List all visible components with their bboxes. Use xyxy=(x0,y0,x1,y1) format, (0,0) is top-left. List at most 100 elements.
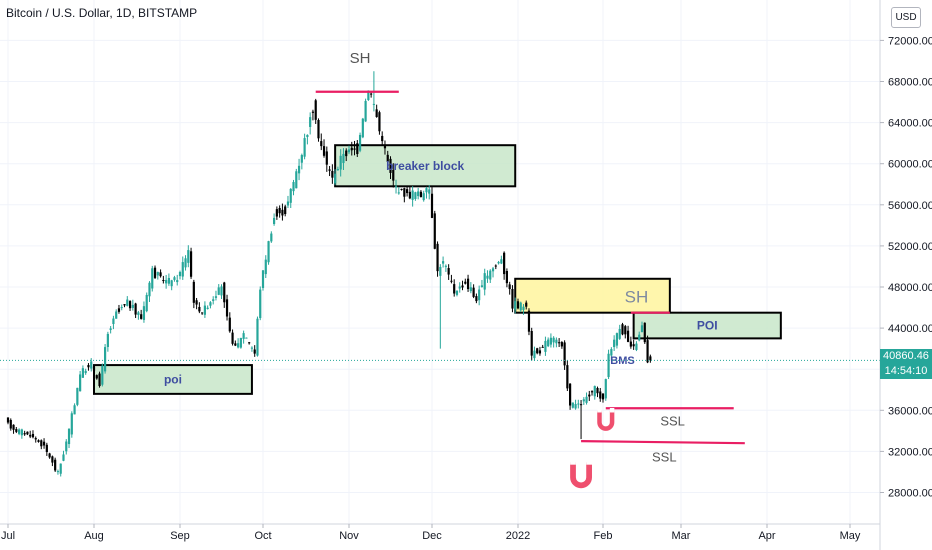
bar-countdown: 14:54:10 xyxy=(884,365,928,377)
candle-body xyxy=(640,325,644,333)
candle xyxy=(256,316,259,357)
candle-body xyxy=(165,279,168,284)
candle xyxy=(184,255,187,271)
candle-body xyxy=(322,146,326,156)
time-tick-label: Feb xyxy=(594,530,613,542)
candle-body xyxy=(103,347,107,372)
candle xyxy=(536,347,539,355)
candle xyxy=(153,265,157,279)
time-tick-label: Oct xyxy=(254,530,271,542)
candle xyxy=(453,279,456,297)
candle-body xyxy=(300,155,303,163)
candle-body xyxy=(73,405,76,415)
candle-body xyxy=(59,463,62,474)
candle-body xyxy=(275,209,278,217)
candle xyxy=(322,139,326,158)
candle-body xyxy=(259,289,262,319)
candle-body xyxy=(419,191,423,198)
candle xyxy=(383,140,387,155)
candle-body xyxy=(42,441,46,446)
candle xyxy=(250,346,254,352)
candle xyxy=(45,442,48,456)
candle xyxy=(478,285,481,306)
candle-body xyxy=(491,268,495,272)
candle xyxy=(601,393,605,403)
candle xyxy=(613,335,616,351)
candle-body xyxy=(533,350,536,359)
time-tick-label: Apr xyxy=(758,530,775,542)
candle xyxy=(79,370,82,392)
candle xyxy=(70,411,73,438)
candle xyxy=(187,245,190,268)
candle-body xyxy=(635,343,638,350)
candle-body xyxy=(289,188,292,203)
candle-body xyxy=(394,186,398,188)
candle-body xyxy=(525,302,528,307)
candle xyxy=(588,390,591,401)
candle xyxy=(577,399,580,409)
candle-body xyxy=(414,192,417,199)
candle-body xyxy=(428,189,431,194)
candles xyxy=(6,71,652,477)
candle xyxy=(433,210,436,250)
candle xyxy=(336,166,340,171)
candle-body xyxy=(381,135,384,142)
candle-body xyxy=(31,433,35,438)
price-tick-label: 36000.00 xyxy=(888,405,932,417)
candle xyxy=(206,305,209,310)
candle xyxy=(328,166,331,177)
candle-body xyxy=(549,337,553,345)
candle-body xyxy=(325,151,328,165)
candle xyxy=(353,140,356,156)
candle-body xyxy=(629,341,632,347)
candle xyxy=(621,322,624,336)
candle xyxy=(264,255,267,278)
candle-body xyxy=(519,302,522,311)
candle xyxy=(309,112,312,135)
candle-body xyxy=(541,346,544,348)
candle-body xyxy=(433,213,436,249)
candle-body xyxy=(500,259,503,264)
candle-body xyxy=(455,290,459,295)
currency-button[interactable]: USD xyxy=(891,7,921,28)
magnet-tip xyxy=(609,407,615,413)
candle xyxy=(638,331,641,342)
candle xyxy=(259,286,262,321)
price-tick-label: 44000.00 xyxy=(888,323,932,335)
candle xyxy=(582,397,585,405)
candle-body xyxy=(624,326,627,335)
candle-body xyxy=(411,190,414,200)
candle-body xyxy=(615,333,619,346)
zone-poi xyxy=(93,364,253,395)
candle xyxy=(306,134,309,145)
candle-body xyxy=(392,169,395,181)
candle-body xyxy=(120,307,123,309)
candle-body xyxy=(297,165,301,174)
price-tick-label: 64000.00 xyxy=(888,118,932,130)
zone-poi xyxy=(632,311,782,340)
candle-body xyxy=(347,149,351,153)
candle-body xyxy=(560,342,563,347)
candle xyxy=(162,275,165,284)
candle xyxy=(126,296,129,307)
candle xyxy=(239,337,242,349)
candle xyxy=(381,131,384,146)
candle-body xyxy=(228,317,231,332)
candle-body xyxy=(306,134,309,138)
magnet-icon xyxy=(570,458,592,489)
candle xyxy=(148,281,151,302)
candle xyxy=(317,118,320,142)
candle xyxy=(165,274,168,289)
candle-body xyxy=(84,370,87,374)
candle xyxy=(552,336,555,348)
candle xyxy=(430,187,434,219)
candle-body xyxy=(480,285,484,287)
candle-body xyxy=(167,277,171,284)
candle xyxy=(466,274,470,292)
candle xyxy=(483,268,486,296)
candle-body xyxy=(547,339,550,347)
candle-body xyxy=(256,318,259,356)
candle xyxy=(566,360,569,392)
annotation-text: SSL xyxy=(660,414,685,429)
